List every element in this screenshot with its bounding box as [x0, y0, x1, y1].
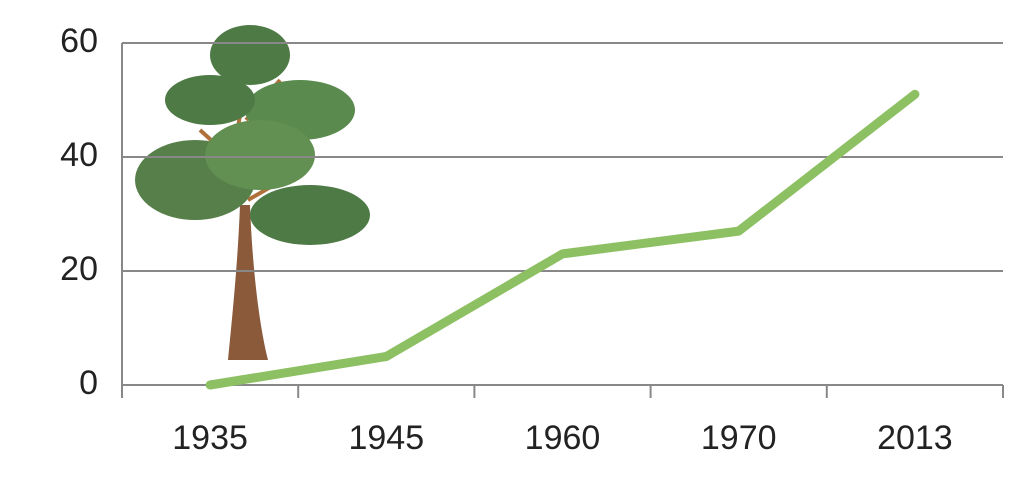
x-tick-label: 1960 — [525, 419, 601, 457]
tree-trunk — [228, 205, 268, 360]
x-tick-label: 1945 — [348, 419, 424, 457]
y-tick-label: 20 — [60, 250, 98, 288]
y-tick-label: 0 — [79, 364, 98, 402]
y-tick-label: 60 — [60, 22, 98, 60]
tree-foliage — [210, 25, 290, 85]
x-tick-label: 2013 — [877, 419, 953, 457]
tree-foliage — [205, 120, 315, 190]
tree-foliage — [250, 185, 370, 245]
x-tick-label: 1935 — [172, 419, 248, 457]
tree-foliage — [165, 75, 255, 125]
tree-illustration — [135, 25, 370, 360]
x-tick-label: 1970 — [701, 419, 777, 457]
data-line — [205, 89, 920, 390]
y-tick-label: 40 — [60, 136, 98, 174]
